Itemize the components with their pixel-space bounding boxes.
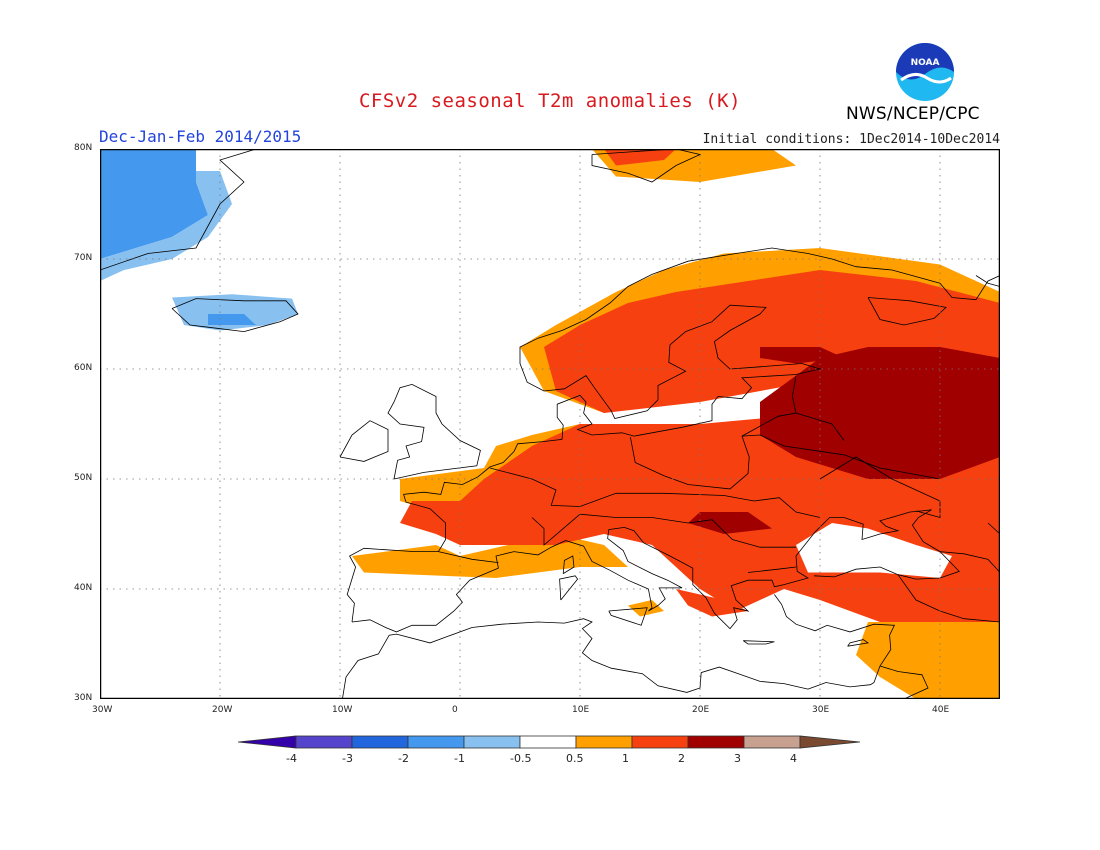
coastline-segment bbox=[741, 434, 941, 480]
anomaly-patch bbox=[352, 534, 628, 578]
legend-label: 3 bbox=[734, 752, 741, 765]
legend-swatch bbox=[519, 735, 577, 749]
legend-label: -2 bbox=[398, 752, 409, 765]
coastline-segment bbox=[438, 551, 499, 563]
coastline-segment bbox=[562, 555, 575, 574]
initial-conditions-label: Initial conditions: 1Dec2014-10Dec2014 bbox=[702, 132, 1000, 147]
legend-label: -0.5 bbox=[510, 752, 532, 765]
coastline-segment bbox=[339, 420, 389, 462]
legend-label: -3 bbox=[342, 752, 353, 765]
color-legend bbox=[238, 735, 861, 749]
map-border bbox=[100, 149, 1000, 699]
anomaly-patch bbox=[676, 589, 748, 617]
coastline-segment bbox=[742, 640, 775, 645]
legend-swatch bbox=[743, 735, 801, 749]
coastline-segment bbox=[939, 551, 1000, 573]
anomaly-patch bbox=[856, 622, 1000, 699]
logo-text: NOAA bbox=[911, 58, 940, 68]
anomaly-patch bbox=[544, 270, 1000, 413]
coastline-segment bbox=[100, 149, 257, 271]
legend-label: 0.5 bbox=[566, 752, 584, 765]
coastline-segment bbox=[867, 297, 947, 326]
longitude-label: 30E bbox=[812, 705, 830, 715]
anomaly-patch bbox=[100, 171, 232, 281]
organization-label: NWS/NCEP/CPC bbox=[846, 104, 980, 124]
legend-swatch bbox=[631, 735, 689, 749]
coastline-segment bbox=[342, 618, 809, 699]
latitude-label: 60N bbox=[74, 363, 93, 373]
longitude-label: 10E bbox=[572, 705, 590, 715]
anomaly-patch bbox=[604, 149, 676, 166]
coastline-segment bbox=[795, 412, 845, 441]
legend-arrow-low bbox=[238, 735, 297, 749]
anomaly-patch bbox=[796, 523, 952, 578]
coastline-segment bbox=[630, 375, 797, 490]
latitude-label: 50N bbox=[74, 473, 93, 483]
anomaly-cells bbox=[100, 149, 1000, 699]
legend-swatch bbox=[687, 735, 745, 749]
legend-swatch bbox=[407, 735, 465, 749]
latitude-label: 40N bbox=[74, 583, 93, 593]
noaa-logo-icon: NOAA bbox=[896, 43, 954, 101]
coastline-segment bbox=[489, 467, 821, 518]
coastline-segment bbox=[519, 247, 1000, 419]
latitude-label: 30N bbox=[74, 693, 93, 703]
coastline-segment bbox=[879, 665, 929, 699]
coastline-segment bbox=[987, 522, 1000, 535]
anomaly-patch bbox=[208, 314, 256, 325]
longitude-label: 20W bbox=[212, 705, 233, 715]
longitude-label: 40E bbox=[932, 705, 950, 715]
longitude-label: 30W bbox=[92, 705, 113, 715]
legend-swatch bbox=[575, 735, 633, 749]
legend-label: -4 bbox=[286, 752, 297, 765]
coastline-segment bbox=[559, 575, 579, 601]
coastline-segment bbox=[774, 594, 896, 690]
longitude-label: 20E bbox=[692, 705, 710, 715]
latitude-label: 70N bbox=[74, 253, 93, 263]
legend-label: -1 bbox=[454, 752, 465, 765]
coastline-segment bbox=[387, 383, 481, 480]
anomaly-patch bbox=[628, 600, 664, 617]
latitude-label: 80N bbox=[74, 143, 93, 153]
legend-arrow-high bbox=[799, 735, 861, 749]
coastlines bbox=[100, 149, 1000, 699]
coastline-segment bbox=[975, 275, 1000, 287]
coastline-segment bbox=[346, 304, 822, 623]
anomaly-patch bbox=[688, 512, 772, 534]
graticule bbox=[100, 149, 1000, 699]
legend-label: 4 bbox=[790, 752, 797, 765]
coastline-segment bbox=[351, 509, 960, 633]
legend-swatch bbox=[463, 735, 521, 749]
season-label: Dec-Jan-Feb 2014/2015 bbox=[99, 127, 302, 146]
coastline-segment bbox=[608, 607, 648, 626]
longitude-label: 0 bbox=[452, 705, 458, 715]
anomaly-patch bbox=[760, 347, 1000, 479]
coastline-segment bbox=[747, 566, 797, 573]
legend-swatch bbox=[351, 735, 409, 749]
coastline-segment bbox=[591, 149, 702, 183]
longitude-label: 10W bbox=[332, 705, 353, 715]
chart-title: CFSv2 seasonal T2m anomalies (K) bbox=[358, 90, 742, 112]
legend-swatch bbox=[295, 735, 353, 749]
anomaly-patch bbox=[172, 294, 298, 331]
legend-label: 2 bbox=[678, 752, 685, 765]
legend-label: 1 bbox=[622, 752, 629, 765]
coastline-segment bbox=[531, 513, 796, 548]
anomaly-map bbox=[100, 149, 1000, 699]
coastline-segment bbox=[819, 456, 941, 519]
coastline-segment bbox=[847, 639, 870, 647]
